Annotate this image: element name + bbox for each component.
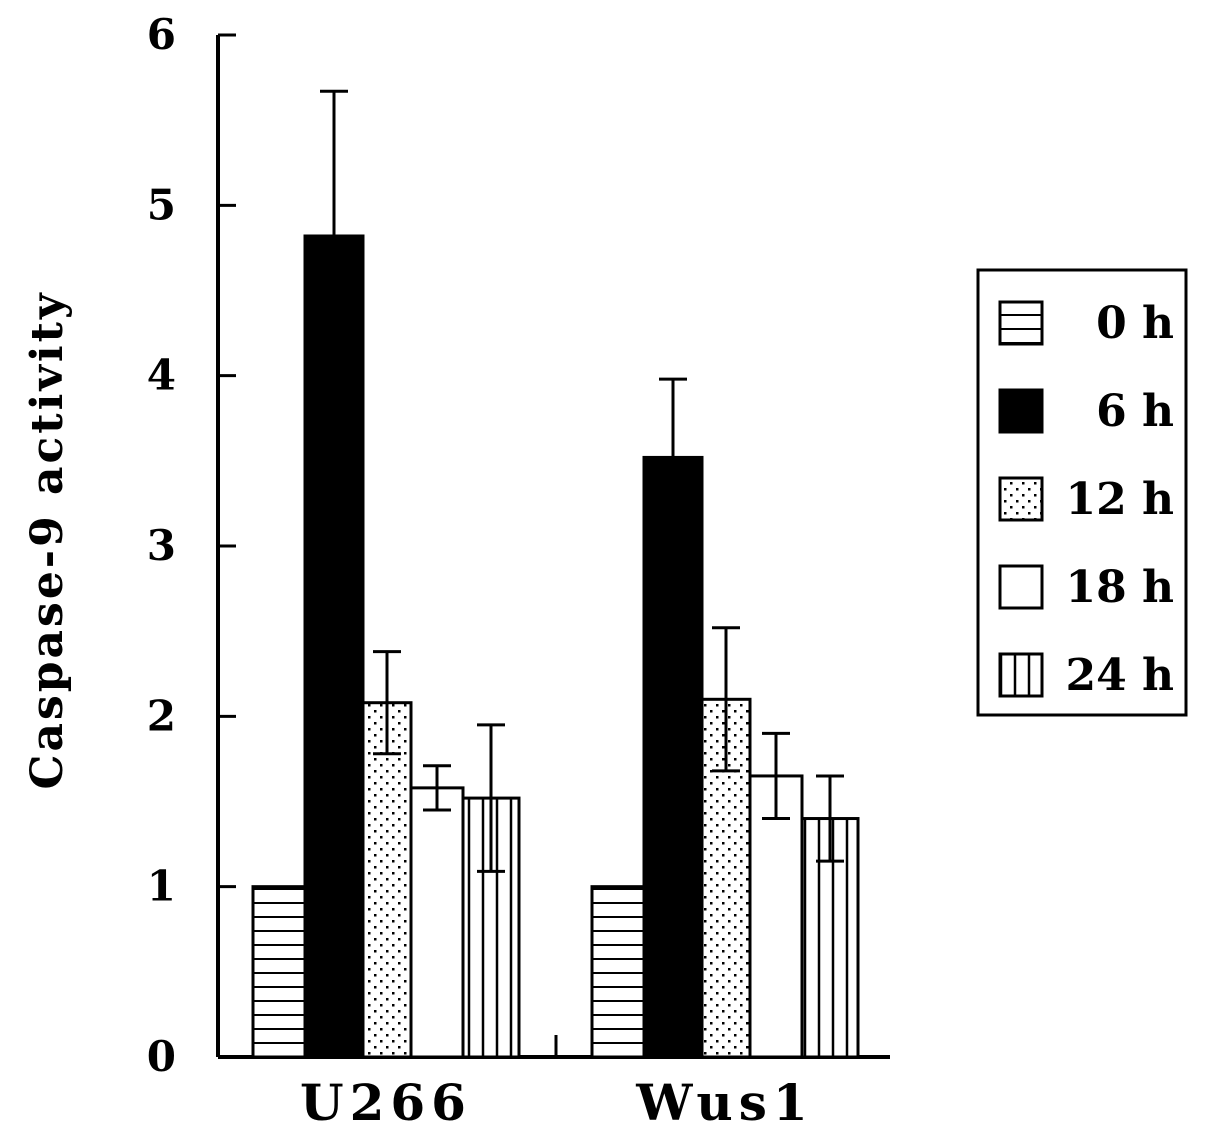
legend-item: 18 h [998,562,1174,613]
x-category-label: Wus1 [635,1073,813,1132]
bars [251,234,860,1059]
error-bars [320,89,844,873]
y-tick-label: 0 [147,1032,176,1081]
y-tick-label: 6 [147,10,176,59]
legend-label: 18 h [1065,562,1174,613]
error-bar [659,377,687,458]
axes: 0 1 2 3 4 5 6 U266 Wus1 [147,10,890,1132]
legend-item: 24 h [998,650,1174,701]
legend-item: 6 h [998,386,1174,437]
legend-label: 0 h [1096,298,1174,349]
bar-u266-18h [409,786,465,1059]
legend-swatch [998,564,1044,610]
legend-item: 0 h [998,298,1174,349]
error-bar [423,764,451,812]
legend-swatch [998,388,1044,434]
x-category-label: U266 [300,1073,472,1132]
bar-u266-12h [361,701,413,1059]
y-tick-label: 5 [147,180,176,229]
legend-swatch [998,652,1044,698]
legend-label: 6 h [1096,386,1174,437]
y-tick-label: 4 [147,351,176,400]
bar-wus1-0h [590,885,646,1059]
y-axis-label: Caspase-9 activity [22,290,73,789]
legend: 0 h 6 h 12 h 18 h 24 h [976,268,1188,717]
legend-item: 12 h [998,474,1174,525]
y-tick-label: 1 [147,862,176,911]
legend-label: 12 h [1065,474,1174,525]
legend-swatch [998,300,1044,346]
error-bar [816,774,844,863]
error-bar [373,650,401,756]
legend-swatch [998,476,1044,522]
legend-label: 24 h [1065,650,1174,701]
error-bar [477,723,505,873]
bar-u266-6h [303,234,365,1059]
bar-wus1-6h [642,455,704,1059]
error-bar [712,626,740,773]
error-bar [320,89,348,236]
y-tick-label: 2 [147,691,176,740]
bar-u266-0h [251,885,307,1059]
y-tick-label: 3 [147,521,176,570]
error-bar [762,731,790,821]
